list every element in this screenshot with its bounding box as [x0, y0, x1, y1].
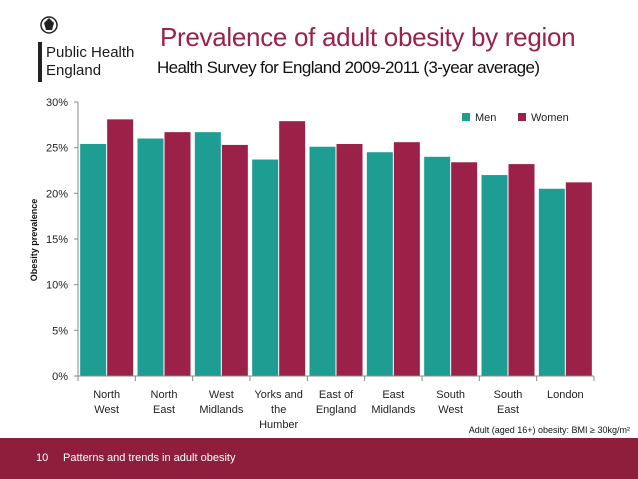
bar-men: [538, 188, 565, 376]
org-name-line2: England: [46, 62, 102, 79]
x-tick-label: South East: [494, 389, 523, 416]
bar-women: [221, 144, 248, 376]
y-tick-label: 20%: [46, 188, 68, 200]
bar-women: [451, 162, 478, 376]
bar-women: [107, 119, 134, 376]
y-tick-label: 25%: [46, 143, 68, 155]
x-tick-label: North West: [93, 389, 120, 416]
royal-crest-icon: [40, 16, 58, 34]
bar-men: [309, 146, 336, 376]
y-tick-label: 10%: [46, 280, 68, 292]
org-name-line1: Public Health: [46, 44, 135, 61]
x-tick-label: Yorks and the Humber: [254, 389, 303, 431]
y-axis-title: Obesity prevalence: [29, 199, 39, 282]
legend-swatch-men: [462, 113, 470, 121]
bar-men: [194, 132, 221, 376]
bar-women: [164, 132, 191, 376]
bar-men: [252, 159, 279, 376]
y-tick-label: 5%: [52, 325, 68, 337]
y-tick-label: 0%: [52, 371, 68, 383]
x-tick-label: London: [547, 389, 584, 401]
phe-logo: Public Health England: [38, 14, 148, 84]
footer-caption: Patterns and trends in adult obesity: [63, 452, 236, 464]
page-subtitle: Health Survey for England 2009-2011 (3-y…: [157, 58, 540, 77]
logo-bar: [38, 42, 42, 82]
legend-label-men: Men: [475, 112, 496, 124]
bar-women: [508, 164, 535, 376]
bar-women: [279, 121, 306, 377]
page-number: 10: [36, 452, 49, 464]
bar-men: [80, 144, 107, 376]
x-tick-label: North East: [151, 389, 178, 416]
y-tick-label: 15%: [46, 234, 68, 246]
bar-women: [336, 144, 363, 376]
y-tick-label: 30%: [46, 97, 68, 109]
legend-label-women: Women: [531, 112, 569, 124]
bar-men: [481, 175, 508, 376]
bar-men: [366, 152, 393, 376]
x-tick-label: East Midlands: [371, 389, 416, 416]
bar-men: [424, 156, 451, 376]
footer-bar: 10 Patterns and trends in adult obesity: [0, 438, 638, 479]
bar-men: [137, 138, 164, 376]
x-tick-label: South West: [436, 389, 465, 416]
x-tick-label: West Midlands: [199, 389, 244, 416]
chart-note: Adult (aged 16+) obesity: BMI ≥ 30kg/m²: [469, 425, 630, 435]
legend-swatch-women: [518, 113, 526, 121]
x-tick-label: East of England: [316, 389, 356, 416]
bar-women: [393, 142, 420, 376]
page-title: Prevalence of adult obesity by region: [160, 22, 576, 52]
bar-women: [565, 182, 592, 376]
